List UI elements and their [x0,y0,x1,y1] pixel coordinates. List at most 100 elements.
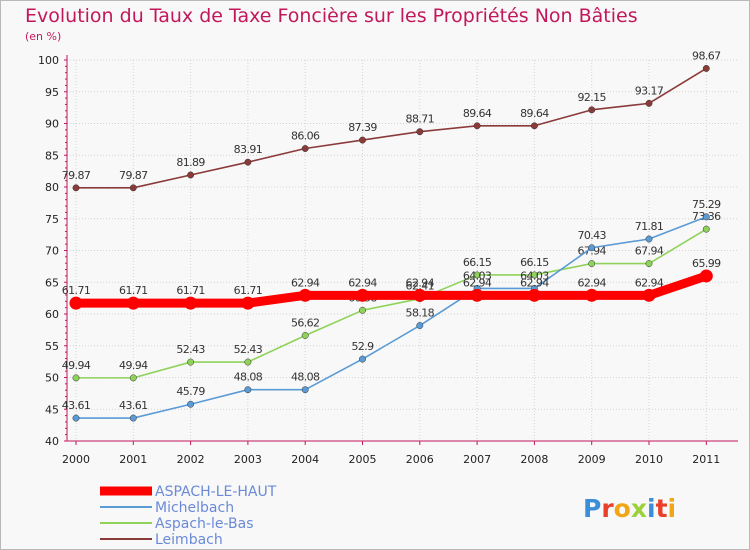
data-point [645,260,653,268]
data-label: 86.06 [291,130,320,143]
series-line [76,216,707,419]
legend-label: Leimbach [155,532,223,548]
data-label: 49.94 [119,359,148,372]
data-point [241,296,255,310]
data-point [473,271,481,279]
data-point [72,184,80,192]
data-point [470,288,484,302]
data-point [702,213,710,221]
data-label: 61.71 [234,284,263,297]
data-label: 62.94 [635,276,664,289]
data-point [530,122,538,130]
y-tick-label: 100 [38,54,59,67]
axes: 40 45 50 55 60 65 70 75 80 85 90 95 100 2000 2001 2002 2… [38,54,738,466]
data-point [129,184,137,192]
data-point [184,296,198,310]
legend-label: Aspach-le-Bas [155,516,254,532]
data-point [301,386,309,394]
series-line [76,271,708,308]
data-point [301,332,309,339]
x-tick-label: 2008 [520,453,548,466]
data-point [702,64,710,72]
data-label: 75.29 [692,198,721,211]
data-point [356,288,369,302]
x-tick-label: 2000 [62,453,90,466]
data-point [413,288,427,302]
data-label: 92.15 [577,91,606,104]
data-point [187,171,195,179]
data-point [416,128,424,136]
x-tick-label: 2004 [291,453,319,466]
data-point [527,288,541,302]
y-tick-label: 55 [45,340,59,353]
data-point [585,288,599,302]
data-point [588,244,596,252]
data-label: 98.67 [692,49,721,62]
legend-label: ASPACH-LE-HAUT [155,484,277,500]
data-label: 89.64 [520,107,549,120]
series-leimbach: 79.87 79.87 81.89 83.91 86.06 87.39 88.71 89.64… [62,49,722,192]
data-label: 56.62 [291,316,320,329]
data-point [530,271,538,279]
data-label: 65.99 [692,257,721,270]
data-point [645,99,653,107]
data-point [359,355,366,363]
data-point [588,106,596,114]
data-point [187,358,195,366]
data-label: 62.94 [406,276,435,289]
data-label: 45.79 [176,385,205,398]
data-label: 48.08 [291,371,320,384]
x-tick-label: 2002 [177,453,205,466]
data-point [72,414,80,422]
data-label: 52.9 [351,340,374,353]
data-label: 70.43 [577,229,606,242]
data-label: 49.94 [62,359,91,372]
x-tick-label: 2007 [463,453,491,466]
data-point [359,306,366,314]
data-point [129,374,137,382]
chart-subtitle: (en %) [25,30,61,43]
y-tick-label: 80 [45,181,59,194]
data-point [645,235,653,243]
data-label: 88.71 [406,113,435,126]
data-label: 64.03 [463,269,492,282]
data-label: 62.94 [577,276,606,289]
data-point [126,296,140,310]
y-tick-label: 50 [45,372,59,385]
logo-text: Proxiti [583,494,676,523]
data-label: 61.71 [119,284,148,297]
data-label: 61.71 [176,284,205,297]
data-point [642,288,656,302]
series-aspach-le-haut: 61.71 61.71 61.71 61.71 62.94 62.94 62.94 62.94… [62,257,722,310]
data-label: 67.94 [635,245,664,258]
data-label: 62.94 [463,276,492,289]
data-point [72,374,80,382]
y-tick-label: 90 [45,118,59,131]
y-tick-label: 65 [45,276,59,289]
x-tick-label: 2011 [692,453,720,466]
data-point [187,400,195,408]
data-label: 48.08 [234,371,263,384]
data-label: 81.89 [176,156,205,169]
data-label: 62.94 [291,276,320,289]
data-point [359,136,366,144]
data-label: 83.91 [234,143,263,156]
series-line [76,228,707,379]
data-label: 79.87 [119,169,148,182]
data-point [301,145,309,152]
data-point [244,158,252,166]
data-point [244,386,252,394]
data-point [702,225,710,233]
data-point [416,322,424,330]
chart-title: Evolution du Taux de Taxe Foncière sur l… [25,5,638,27]
y-tick-label: 45 [45,403,59,416]
y-tick-label: 40 [45,435,59,448]
data-point [298,288,312,302]
data-point [699,269,713,283]
y-tick-label: 70 [45,245,59,258]
x-tick-label: 2010 [635,453,663,466]
data-label: 52.43 [234,343,263,356]
y-tick-label: 60 [45,308,59,321]
